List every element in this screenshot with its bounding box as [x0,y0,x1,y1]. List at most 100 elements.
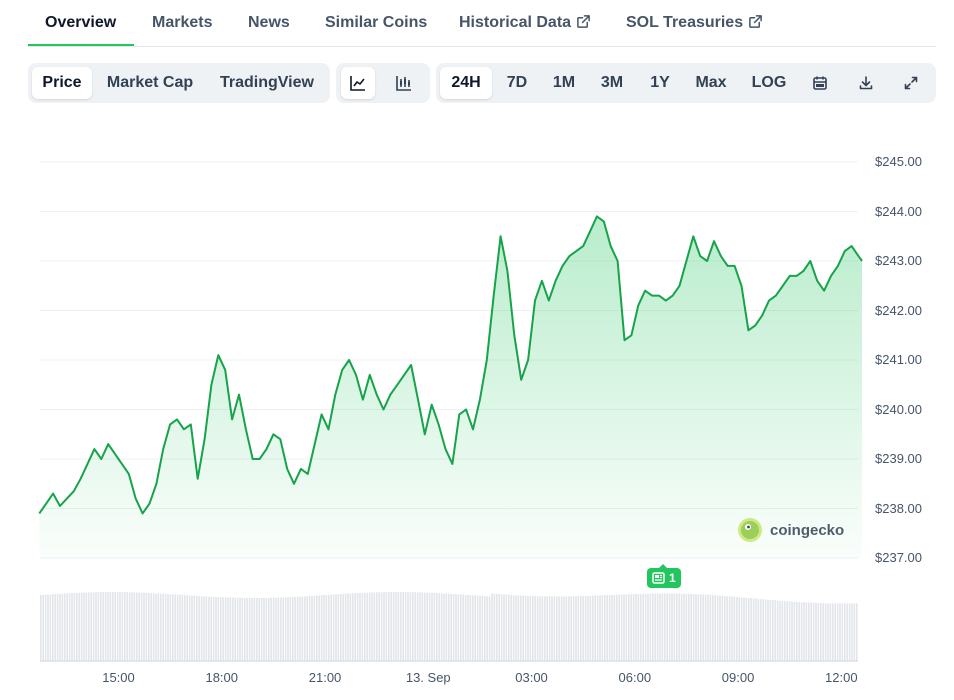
volume-bar [808,602,810,661]
volume-bar [683,593,685,661]
tab-news[interactable]: News [248,14,290,31]
volume-bar [40,595,42,661]
expand-icon [904,76,918,90]
tab-overview[interactable]: Overview [45,14,117,31]
volume-bar [577,596,580,661]
y-tick-label: $237.00 [875,550,922,565]
volume-bar [318,595,320,661]
volume-bar [520,595,522,661]
volume-bar [491,593,493,661]
tab-historical-data[interactable]: Historical Data [459,14,591,32]
volume-bar [815,602,817,661]
range-24h-button[interactable]: 24H [440,67,492,99]
volume-bar [824,603,827,661]
volume-bar [282,597,284,661]
volume-bar [64,593,66,661]
tab-markets[interactable]: Markets [152,14,213,31]
volume-bar [140,592,143,661]
range-7d-button[interactable]: 7D [506,74,528,91]
date-range-button[interactable] [803,67,837,99]
volume-bar [169,594,172,661]
volume-bar [714,595,716,661]
volume-bar [690,594,692,661]
volume-bar [486,596,488,661]
market-cap-button[interactable]: Market Cap [106,74,194,91]
watermark-text: coingecko [770,521,845,539]
log-scale-button[interactable]: LOG [751,74,787,91]
x-tick-label: 09:00 [721,670,755,685]
volume-bar [515,595,517,661]
tradingview-button[interactable]: TradingView [220,74,314,91]
volume-bar [796,601,798,661]
news-marker[interactable]: 1 [647,564,681,588]
fullscreen-button[interactable] [894,67,928,99]
volume-bar [344,593,347,661]
volume-bar [536,596,539,661]
volume-bar [817,603,820,661]
range-1y-button[interactable]: 1Y [650,74,670,91]
volume-bar [337,594,340,661]
volume-bar [119,592,121,661]
volume-bar [42,594,44,661]
volume-bar [306,596,308,661]
volume-bar [642,593,644,661]
volume-bar [95,592,97,661]
volume-bar [61,593,64,661]
candlestick-chart-button[interactable] [387,67,421,99]
volume-bar [750,598,752,661]
volume-bar [582,596,584,661]
price-button[interactable]: Price [32,67,92,99]
volume-bar [234,597,236,661]
volume-bar [736,596,738,661]
tab-sol-treasuries[interactable]: SOL Treasuries [626,14,763,32]
volume-bar [380,592,383,661]
volume-bar [224,597,227,661]
external-link-icon [577,15,590,28]
volume-bar [505,594,508,661]
volume-bar [524,595,527,661]
volume-bar [503,594,505,661]
x-tick-label: 03:00 [515,670,548,685]
volume-bar [356,593,359,661]
volume-bar [484,596,486,661]
volume-bar [80,592,83,661]
volume-bar [464,594,467,661]
volume-bar [248,598,251,661]
volume-bar [812,602,815,661]
download-button[interactable] [849,67,883,99]
range-1m-button[interactable]: 1M [552,74,576,91]
volume-bar [450,593,452,661]
volume-bar [726,596,728,661]
volume-bar [556,596,558,661]
volume-bar [467,595,469,661]
range-3m-button[interactable]: 3M [600,74,624,91]
chart-type-group [336,63,430,103]
volume-bar [361,592,364,661]
volume-bar [124,592,126,661]
volume-bar [210,596,212,661]
volume-bar [546,596,548,661]
volume-bar [488,596,491,661]
volume-bar [311,595,313,661]
volume-bar [287,597,289,661]
volume-bar [253,598,256,661]
volume-bar [131,592,133,661]
volume-bar [510,594,512,661]
volume-bar [104,592,107,661]
volume-bar [320,595,323,661]
volume-bar [606,595,608,661]
volume-bar [402,592,404,661]
volume-bar [85,592,88,661]
range-max-button[interactable]: Max [695,74,727,91]
volume-bar [155,593,157,661]
volume-bar [841,603,844,661]
tab-similar-coins[interactable]: Similar Coins [325,14,428,31]
volume-bar [244,597,246,661]
volume-bar [217,597,220,661]
volume-bar [289,597,292,661]
newspaper-icon [652,572,665,584]
line-chart-button[interactable] [341,67,375,99]
volume-bar [260,598,263,661]
volume-bar [275,597,277,661]
